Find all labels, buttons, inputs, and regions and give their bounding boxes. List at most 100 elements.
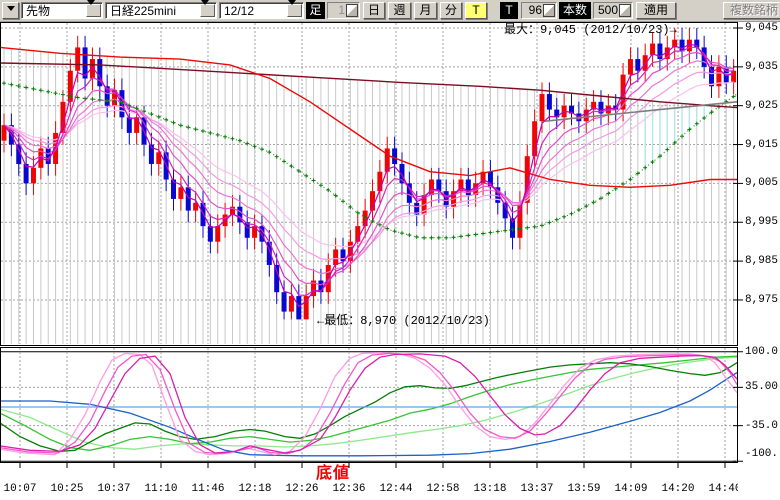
tick-size-label: T bbox=[500, 2, 518, 19]
ma-mid-red bbox=[0, 46, 737, 189]
spinner-icon[interactable] bbox=[619, 4, 631, 17]
candle bbox=[709, 66, 715, 87]
candle bbox=[89, 59, 95, 79]
candle bbox=[156, 152, 162, 164]
spinner-icon[interactable] bbox=[346, 4, 358, 17]
time-tick-label: 12:58 bbox=[426, 483, 460, 495]
price-tick-label: 9,025 bbox=[745, 99, 779, 112]
oscillator-panel bbox=[0, 347, 743, 468]
price-tick-label: 8,995 bbox=[745, 216, 779, 229]
multi-symbol-button[interactable]: 複数銘柄 bbox=[723, 2, 780, 19]
symbol-select-value: 日経225mini bbox=[110, 4, 177, 18]
candle bbox=[296, 296, 302, 320]
time-tick-label: 11:10 bbox=[144, 483, 178, 495]
time-tick-label: 13:18 bbox=[473, 483, 507, 495]
candle bbox=[318, 280, 324, 293]
candle bbox=[465, 179, 471, 196]
candle bbox=[598, 101, 604, 114]
ma-green-dotted bbox=[0, 81, 738, 240]
apply-button[interactable]: 適用 bbox=[636, 2, 676, 19]
candle bbox=[104, 86, 110, 106]
candle bbox=[171, 179, 177, 199]
candle bbox=[487, 171, 493, 188]
session-low-annotation: ←最低：8,970 (2012/10/23) bbox=[317, 314, 490, 328]
osc-tick-label: -100. bbox=[745, 448, 779, 460]
time-tick-label: 12:44 bbox=[379, 483, 413, 495]
candle bbox=[716, 66, 722, 87]
candle bbox=[333, 249, 339, 265]
window-dropdown-button[interactable] bbox=[2, 2, 19, 19]
contract-month-arrow-button[interactable] bbox=[287, 0, 302, 19]
candle bbox=[148, 144, 154, 164]
candle bbox=[30, 167, 36, 184]
candle bbox=[67, 70, 73, 102]
candle bbox=[650, 43, 656, 56]
tick-size-stepper[interactable]: 96 bbox=[521, 2, 557, 19]
candle bbox=[694, 39, 700, 48]
bar-interval-stepper[interactable]: 1 bbox=[327, 2, 360, 19]
candle bbox=[495, 187, 501, 203]
symbol-select[interactable]: 日経225mini bbox=[105, 0, 217, 19]
period-day-button[interactable]: 日 bbox=[363, 2, 385, 19]
candle bbox=[591, 101, 597, 110]
candle bbox=[679, 39, 685, 52]
period-tick-button[interactable]: T bbox=[465, 2, 487, 19]
time-tick-label: 14:09 bbox=[614, 483, 648, 495]
period-minute-button[interactable]: 分 bbox=[440, 2, 462, 19]
osc-tick-label: -35.0 bbox=[745, 419, 779, 432]
period-month-button[interactable]: 月 bbox=[414, 2, 437, 19]
contract-month-select[interactable]: 12/12 bbox=[219, 0, 304, 19]
time-tick-label: 12:36 bbox=[332, 483, 366, 495]
bar-count-stepper[interactable]: 500 bbox=[593, 2, 633, 19]
candle bbox=[517, 202, 523, 238]
ma-long-maroon bbox=[0, 62, 738, 109]
symbol-select-arrow-button[interactable] bbox=[200, 0, 215, 19]
candle bbox=[642, 55, 648, 71]
market-select[interactable]: 先物 bbox=[21, 0, 103, 19]
bottom-price-annotation: 底値 bbox=[316, 465, 351, 482]
candle bbox=[657, 43, 663, 60]
candle bbox=[16, 144, 22, 164]
market-select-arrow-button[interactable] bbox=[86, 0, 101, 19]
candle bbox=[303, 296, 309, 320]
candle bbox=[539, 94, 545, 122]
rci2-dark-magenta bbox=[0, 353, 738, 454]
bar-count-value: 500 bbox=[597, 3, 618, 17]
candle bbox=[502, 202, 508, 219]
period-week-button[interactable]: 週 bbox=[388, 2, 411, 19]
candle bbox=[458, 179, 464, 192]
candle bbox=[414, 202, 420, 215]
candle bbox=[82, 47, 88, 79]
candle bbox=[392, 148, 398, 164]
time-tick-label: 10:07 bbox=[3, 483, 37, 495]
candle bbox=[97, 59, 103, 87]
candle bbox=[355, 226, 361, 242]
price-tick-label: 8,975 bbox=[745, 293, 779, 306]
candle bbox=[244, 222, 250, 238]
candle bbox=[370, 191, 375, 211]
spinner-icon[interactable] bbox=[543, 4, 555, 17]
candle bbox=[193, 202, 199, 211]
candle bbox=[340, 249, 346, 262]
price-tick-label: 9,045 bbox=[745, 22, 779, 34]
rci-light-green bbox=[0, 356, 738, 450]
candle bbox=[200, 202, 206, 227]
candle bbox=[731, 70, 737, 83]
toolbar: 先物 日経225mini 12/12 足 1 日 週 月 分 T T 96 本数… bbox=[0, 0, 780, 22]
candle bbox=[635, 59, 641, 71]
osc-tick-label: 100.0 bbox=[745, 345, 779, 358]
chevron-down-icon bbox=[201, 0, 209, 19]
candle bbox=[112, 90, 118, 106]
rci2-light-pink bbox=[0, 352, 738, 456]
candle bbox=[664, 47, 670, 60]
candle bbox=[134, 117, 140, 133]
candle bbox=[229, 206, 235, 215]
candle bbox=[546, 94, 552, 110]
time-axis: 10:07 10:25 10:37 11:10 11:46 12:18 12:26 12:36… bbox=[0, 481, 738, 497]
candle bbox=[281, 292, 287, 312]
candle bbox=[266, 241, 272, 265]
candle bbox=[524, 156, 530, 203]
candle bbox=[532, 121, 538, 157]
time-tick-label: 13:37 bbox=[520, 483, 554, 495]
